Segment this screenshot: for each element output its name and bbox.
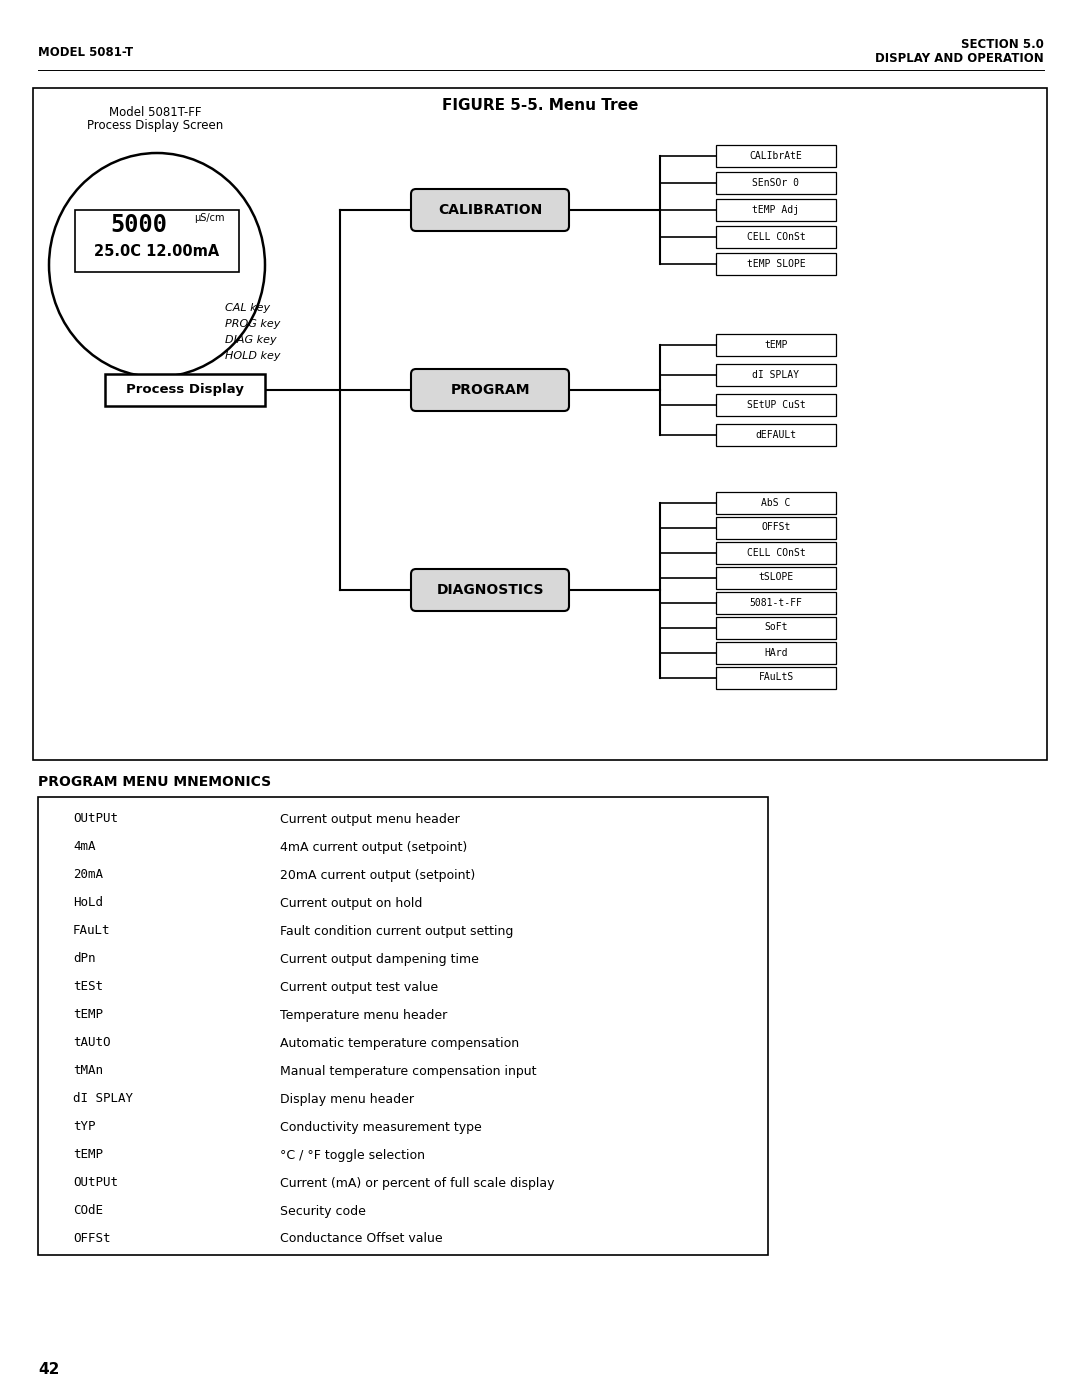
Bar xyxy=(33,88,1047,760)
Bar xyxy=(716,172,836,194)
Text: OFFSt: OFFSt xyxy=(761,522,791,532)
FancyBboxPatch shape xyxy=(411,189,569,231)
Text: HArd: HArd xyxy=(765,647,787,658)
Text: CELL COnSt: CELL COnSt xyxy=(746,548,806,557)
Bar xyxy=(716,425,836,446)
Text: Display menu header: Display menu header xyxy=(280,1092,414,1105)
Text: Process Display: Process Display xyxy=(126,384,244,397)
Text: CAL key: CAL key xyxy=(225,303,270,313)
Text: FAuLtS: FAuLtS xyxy=(758,672,794,683)
Text: CALIbrAtE: CALIbrAtE xyxy=(750,151,802,161)
Text: tEMP Adj: tEMP Adj xyxy=(753,205,799,215)
Ellipse shape xyxy=(49,154,265,377)
Bar xyxy=(716,567,836,588)
Text: tEMP: tEMP xyxy=(73,1148,103,1161)
Text: OUtPUt: OUtPUt xyxy=(73,1176,118,1189)
Text: CELL COnSt: CELL COnSt xyxy=(746,232,806,242)
Text: dI SPLAY: dI SPLAY xyxy=(753,370,799,380)
Text: DIAG key: DIAG key xyxy=(225,335,276,345)
Bar xyxy=(716,591,836,613)
Text: HOLD key: HOLD key xyxy=(225,351,281,360)
Bar xyxy=(716,394,836,416)
Text: tMAn: tMAn xyxy=(73,1065,103,1077)
Text: 20mA: 20mA xyxy=(73,869,103,882)
Text: PROG key: PROG key xyxy=(225,319,281,330)
Text: μS/cm: μS/cm xyxy=(193,212,225,224)
Text: FIGURE 5-5. Menu Tree: FIGURE 5-5. Menu Tree xyxy=(442,99,638,113)
Text: CALIBRATION: CALIBRATION xyxy=(437,203,542,217)
Text: Current output on hold: Current output on hold xyxy=(280,897,422,909)
Text: 20mA current output (setpoint): 20mA current output (setpoint) xyxy=(280,869,475,882)
Bar xyxy=(716,666,836,689)
Bar xyxy=(75,210,239,272)
Text: 25.0C 12.00mA: 25.0C 12.00mA xyxy=(94,243,219,258)
Bar xyxy=(716,641,836,664)
Text: dPn: dPn xyxy=(73,953,95,965)
Text: Security code: Security code xyxy=(280,1204,366,1218)
Text: PROGRAM: PROGRAM xyxy=(450,383,530,397)
Bar xyxy=(716,616,836,638)
FancyBboxPatch shape xyxy=(105,374,265,407)
Text: COdE: COdE xyxy=(73,1204,103,1218)
Text: DISPLAY AND OPERATION: DISPLAY AND OPERATION xyxy=(875,52,1044,64)
Text: Current output dampening time: Current output dampening time xyxy=(280,953,478,965)
Text: tEMP: tEMP xyxy=(73,1009,103,1021)
Text: OUtPUt: OUtPUt xyxy=(73,813,118,826)
Text: 5000: 5000 xyxy=(110,212,167,237)
Bar xyxy=(38,798,768,1255)
Text: dI SPLAY: dI SPLAY xyxy=(73,1092,133,1105)
Text: OFFSt: OFFSt xyxy=(73,1232,110,1246)
Text: Current output menu header: Current output menu header xyxy=(280,813,460,826)
Text: 5081-t-FF: 5081-t-FF xyxy=(750,598,802,608)
Text: Temperature menu header: Temperature menu header xyxy=(280,1009,447,1021)
Bar xyxy=(716,145,836,168)
Text: 42: 42 xyxy=(38,1362,59,1377)
Text: Conductivity measurement type: Conductivity measurement type xyxy=(280,1120,482,1133)
FancyBboxPatch shape xyxy=(411,369,569,411)
Text: HoLd: HoLd xyxy=(73,897,103,909)
Bar xyxy=(716,542,836,563)
Text: tAUtO: tAUtO xyxy=(73,1037,110,1049)
Text: Current (mA) or percent of full scale display: Current (mA) or percent of full scale di… xyxy=(280,1176,554,1189)
Text: °C / °F toggle selection: °C / °F toggle selection xyxy=(280,1148,426,1161)
Text: SEtUP CuSt: SEtUP CuSt xyxy=(746,400,806,409)
Text: Current output test value: Current output test value xyxy=(280,981,438,993)
Text: SEnSOr 0: SEnSOr 0 xyxy=(753,177,799,189)
Text: tEMP: tEMP xyxy=(765,339,787,351)
Text: Fault condition current output setting: Fault condition current output setting xyxy=(280,925,513,937)
Text: 4mA: 4mA xyxy=(73,841,95,854)
Bar xyxy=(716,334,836,356)
Text: SECTION 5.0: SECTION 5.0 xyxy=(961,38,1044,50)
Text: Model 5081T-FF: Model 5081T-FF xyxy=(109,106,201,119)
Text: Conductance Offset value: Conductance Offset value xyxy=(280,1232,443,1246)
Bar xyxy=(716,253,836,275)
Text: MODEL 5081-T: MODEL 5081-T xyxy=(38,46,133,59)
Bar xyxy=(716,492,836,514)
Bar xyxy=(716,226,836,249)
Text: tYP: tYP xyxy=(73,1120,95,1133)
Bar xyxy=(716,517,836,538)
Text: Automatic temperature compensation: Automatic temperature compensation xyxy=(280,1037,519,1049)
Text: tSLOPE: tSLOPE xyxy=(758,573,794,583)
Text: SoFt: SoFt xyxy=(765,623,787,633)
Text: dEFAULt: dEFAULt xyxy=(755,430,797,440)
Text: tEMP SLOPE: tEMP SLOPE xyxy=(746,258,806,270)
Text: Process Display Screen: Process Display Screen xyxy=(86,120,224,133)
Bar xyxy=(716,198,836,221)
Text: PROGRAM MENU MNEMONICS: PROGRAM MENU MNEMONICS xyxy=(38,775,271,789)
Text: FAuLt: FAuLt xyxy=(73,925,110,937)
Text: AbS C: AbS C xyxy=(761,497,791,507)
Text: DIAGNOSTICS: DIAGNOSTICS xyxy=(436,583,543,597)
Text: 4mA current output (setpoint): 4mA current output (setpoint) xyxy=(280,841,468,854)
Bar xyxy=(716,365,836,386)
Text: tESt: tESt xyxy=(73,981,103,993)
Text: Manual temperature compensation input: Manual temperature compensation input xyxy=(280,1065,537,1077)
FancyBboxPatch shape xyxy=(411,569,569,610)
